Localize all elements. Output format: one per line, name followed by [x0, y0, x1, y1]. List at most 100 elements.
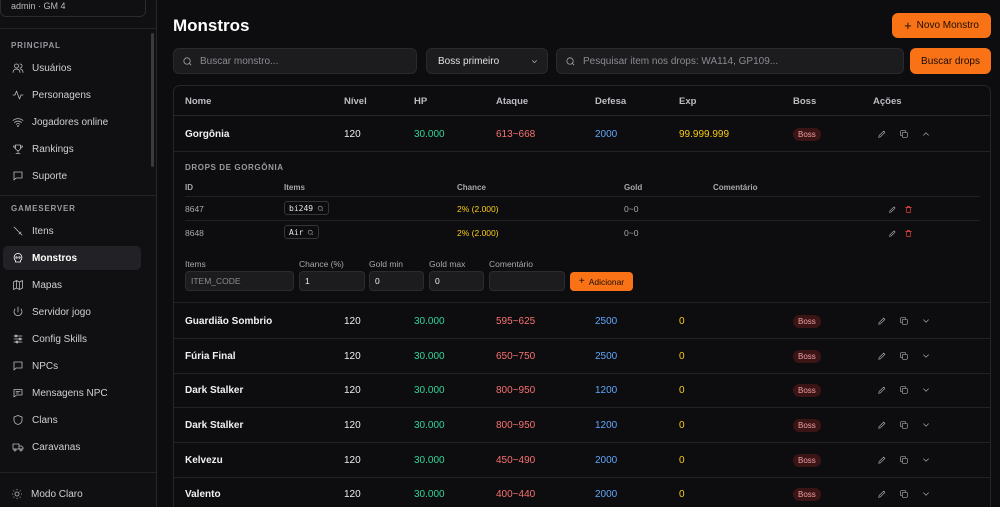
- table-row[interactable]: Dark Stalker 120 30.000 800~950 1200 0 B…: [174, 373, 990, 408]
- table-row[interactable]: Fúria Final 120 30.000 650~750 2500 0 Bo…: [174, 339, 990, 374]
- comment-input[interactable]: [489, 271, 565, 291]
- boss-badge: Boss: [793, 488, 821, 501]
- edit-icon[interactable]: [875, 349, 889, 363]
- monster-exp: 0: [679, 455, 685, 466]
- monster-name: Guardião Sombrio: [185, 316, 273, 327]
- table-row[interactable]: Guardião Sombrio 120 30.000 595~625 2500…: [174, 304, 990, 339]
- table-row[interactable]: Dark Stalker 120 30.000 800~950 1200 0 B…: [174, 408, 990, 443]
- sidebar-item-personagens[interactable]: Personagens: [3, 83, 141, 107]
- chevron-down-icon[interactable]: [919, 487, 933, 501]
- sidebar-item-itens[interactable]: Itens: [3, 219, 141, 243]
- sidebar-item-label: Rankings: [32, 143, 74, 155]
- chevron-up-icon[interactable]: [919, 127, 933, 141]
- search-icon: [566, 56, 575, 65]
- col-ataque[interactable]: Ataque: [496, 96, 529, 107]
- chance-input[interactable]: [299, 271, 365, 291]
- col-nome[interactable]: Nome: [185, 96, 212, 107]
- chevron-down-icon[interactable]: [919, 349, 933, 363]
- monster-search[interactable]: [173, 48, 417, 74]
- monster-name: Fúria Final: [185, 351, 236, 362]
- monster-level: 120: [344, 455, 361, 466]
- new-monster-button[interactable]: + Novo Monstro: [892, 13, 991, 38]
- monsters-table: Nome Nível HP Ataque Defesa Exp Boss Açõ…: [173, 85, 991, 507]
- edit-icon[interactable]: [875, 127, 889, 141]
- copy-icon[interactable]: [897, 314, 911, 328]
- drop-item-chip[interactable]: Air: [284, 225, 320, 239]
- search-drops-button[interactable]: Buscar drops: [910, 48, 991, 74]
- sidebar-item-usuarios[interactable]: Usuários: [3, 56, 141, 80]
- chevron-down-icon[interactable]: [919, 453, 933, 467]
- edit-icon[interactable]: [875, 418, 889, 432]
- boss-badge: Boss: [793, 419, 821, 432]
- drops-search-input[interactable]: [583, 55, 888, 67]
- edit-icon[interactable]: [886, 227, 898, 239]
- drop-id: 8647: [185, 204, 204, 214]
- monster-attack: 450~490: [496, 455, 536, 466]
- sidebar-item-suporte[interactable]: Suporte: [3, 164, 141, 188]
- section-principal: PRINCIPAL: [11, 41, 61, 50]
- sidebar-scrollbar[interactable]: [151, 33, 154, 167]
- sidebar-item-npcs[interactable]: NPCs: [3, 354, 141, 378]
- monster-level: 120: [344, 385, 361, 396]
- copy-icon[interactable]: [897, 453, 911, 467]
- sidebar-item-label: NPCs: [32, 360, 59, 372]
- copy-icon[interactable]: [897, 349, 911, 363]
- sidebar-item-mapas[interactable]: Mapas: [3, 273, 141, 297]
- edit-icon[interactable]: [886, 203, 898, 215]
- edit-icon[interactable]: [875, 383, 889, 397]
- trash-icon[interactable]: [902, 203, 914, 215]
- chevron-down-icon[interactable]: [919, 383, 933, 397]
- edit-icon[interactable]: [875, 487, 889, 501]
- gold-max-input[interactable]: [429, 271, 484, 291]
- search-icon: [308, 229, 314, 235]
- monster-attack: 613~668: [496, 129, 536, 140]
- monster-name: Dark Stalker: [185, 420, 244, 431]
- theme-toggle[interactable]: Modo Claro: [3, 482, 83, 506]
- shield-icon: [11, 414, 24, 427]
- sidebar-divider: [0, 472, 156, 473]
- monster-hp: 30.000: [414, 316, 445, 327]
- col-nivel[interactable]: Nível: [344, 96, 367, 107]
- sort-select[interactable]: Boss primeiro: [426, 48, 548, 74]
- drops-search[interactable]: [556, 48, 904, 74]
- trash-icon[interactable]: [902, 227, 914, 239]
- sidebar-item-caravanas[interactable]: Caravanas: [3, 435, 141, 459]
- form-label-chance: Chance (%): [299, 259, 344, 269]
- item-code-input[interactable]: [185, 271, 294, 291]
- copy-icon[interactable]: [897, 487, 911, 501]
- table-row[interactable]: Valento 120 30.000 400~440 2000 0 Boss: [174, 477, 990, 507]
- chevron-down-icon[interactable]: [919, 314, 933, 328]
- monster-search-input[interactable]: [200, 55, 411, 67]
- gold-min-input[interactable]: [369, 271, 424, 291]
- edit-icon[interactable]: [875, 453, 889, 467]
- sidebar-item-config-skills[interactable]: Config Skills: [3, 327, 141, 351]
- copy-icon[interactable]: [897, 127, 911, 141]
- copy-icon[interactable]: [897, 383, 911, 397]
- sidebar-item-mensagens-npc[interactable]: Mensagens NPC: [3, 381, 141, 405]
- col-exp[interactable]: Exp: [679, 96, 697, 107]
- col-hp[interactable]: HP: [414, 96, 428, 107]
- section-gameserver: GAMESERVER: [11, 204, 76, 213]
- monster-level: 120: [344, 316, 361, 327]
- sidebar-item-clans[interactable]: Clans: [3, 408, 141, 432]
- user-badge[interactable]: admin · GM 4: [0, 0, 146, 17]
- sidebar-item-monstros[interactable]: Monstros: [3, 246, 141, 270]
- monster-level: 120: [344, 420, 361, 431]
- monster-level: 120: [344, 489, 361, 500]
- chevron-down-icon[interactable]: [919, 418, 933, 432]
- col-defesa[interactable]: Defesa: [595, 96, 627, 107]
- search-icon: [317, 205, 324, 211]
- table-row[interactable]: Gorgônia 120 30.000 613~668 2000 99.999.…: [174, 117, 990, 152]
- edit-icon[interactable]: [875, 314, 889, 328]
- plus-icon: +: [578, 276, 585, 287]
- sidebar-item-rankings[interactable]: Rankings: [3, 137, 141, 161]
- monster-defense: 1200: [595, 420, 618, 431]
- copy-icon[interactable]: [897, 418, 911, 432]
- sidebar-item-servidor-jogo[interactable]: Servidor jogo: [3, 300, 141, 324]
- table-row[interactable]: Kelvezu 120 30.000 450~490 2000 0 Boss: [174, 443, 990, 478]
- sidebar-item-label: Servidor jogo: [32, 306, 91, 318]
- drop-item-chip[interactable]: bi249: [284, 201, 330, 215]
- add-drop-button[interactable]: + Adicionar: [570, 272, 633, 291]
- monster-attack: 400~440: [496, 489, 536, 500]
- sidebar-item-jogadores-online[interactable]: Jogadores online: [3, 110, 141, 134]
